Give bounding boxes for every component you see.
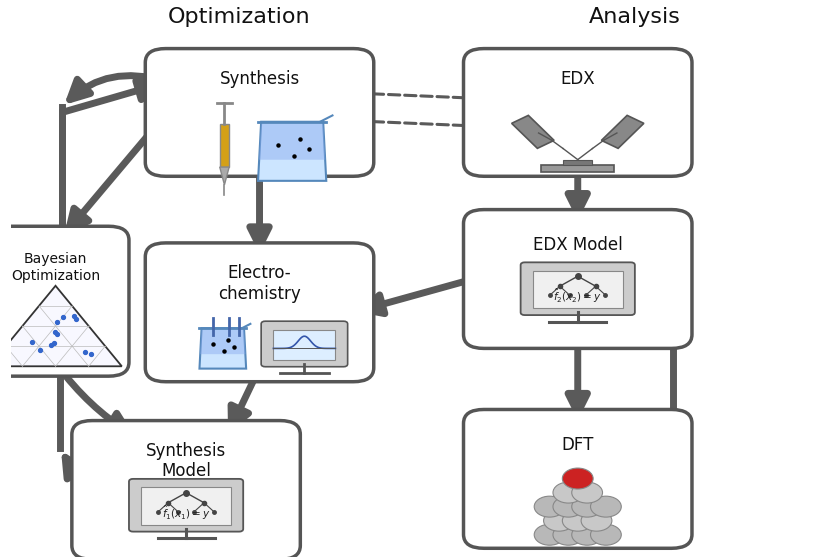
Bar (540, 165, 614, 172)
Bar (533, 271, 622, 309)
Polygon shape (258, 122, 326, 181)
Text: $\hat{f}_2(x_2) = y$: $\hat{f}_2(x_2) = y$ (552, 287, 601, 305)
Bar (141, 487, 231, 525)
Circle shape (562, 510, 592, 531)
Circle shape (571, 496, 602, 517)
FancyBboxPatch shape (145, 243, 373, 382)
Polygon shape (199, 328, 246, 369)
Text: Electro-
chemistry: Electro- chemistry (218, 264, 300, 303)
FancyBboxPatch shape (463, 210, 691, 348)
FancyBboxPatch shape (463, 49, 691, 176)
Text: DFT: DFT (561, 436, 593, 454)
Circle shape (552, 525, 583, 545)
Text: EDX: EDX (560, 70, 595, 88)
Circle shape (543, 510, 574, 531)
Circle shape (533, 525, 564, 545)
Circle shape (590, 525, 620, 545)
Text: Synthesis
Model: Synthesis Model (146, 442, 226, 480)
Circle shape (571, 482, 602, 503)
FancyBboxPatch shape (261, 321, 347, 367)
Circle shape (552, 482, 583, 503)
Polygon shape (200, 330, 246, 354)
FancyBboxPatch shape (129, 479, 243, 532)
Text: Synthesis: Synthesis (219, 70, 299, 88)
Polygon shape (600, 116, 643, 148)
FancyBboxPatch shape (145, 49, 373, 176)
FancyBboxPatch shape (463, 410, 691, 549)
Circle shape (552, 496, 583, 517)
Polygon shape (259, 124, 325, 160)
Polygon shape (219, 167, 229, 185)
Circle shape (590, 496, 620, 517)
Circle shape (581, 510, 611, 531)
Bar (273, 330, 335, 359)
Text: Optimization: Optimization (168, 7, 310, 27)
Text: Bayesian
Optimization: Bayesian Optimization (11, 252, 100, 282)
Polygon shape (0, 286, 122, 366)
FancyBboxPatch shape (520, 262, 634, 315)
FancyBboxPatch shape (0, 226, 129, 376)
Circle shape (533, 496, 564, 517)
Text: EDX Model: EDX Model (533, 236, 622, 254)
FancyBboxPatch shape (72, 421, 300, 558)
Text: $\hat{f}_1(x_1) = y$: $\hat{f}_1(x_1) = y$ (161, 503, 210, 522)
Circle shape (562, 468, 592, 489)
Bar (562, 160, 591, 165)
Text: Analysis: Analysis (588, 7, 680, 27)
Circle shape (571, 525, 602, 545)
Bar (219, 124, 229, 167)
Polygon shape (511, 116, 553, 148)
